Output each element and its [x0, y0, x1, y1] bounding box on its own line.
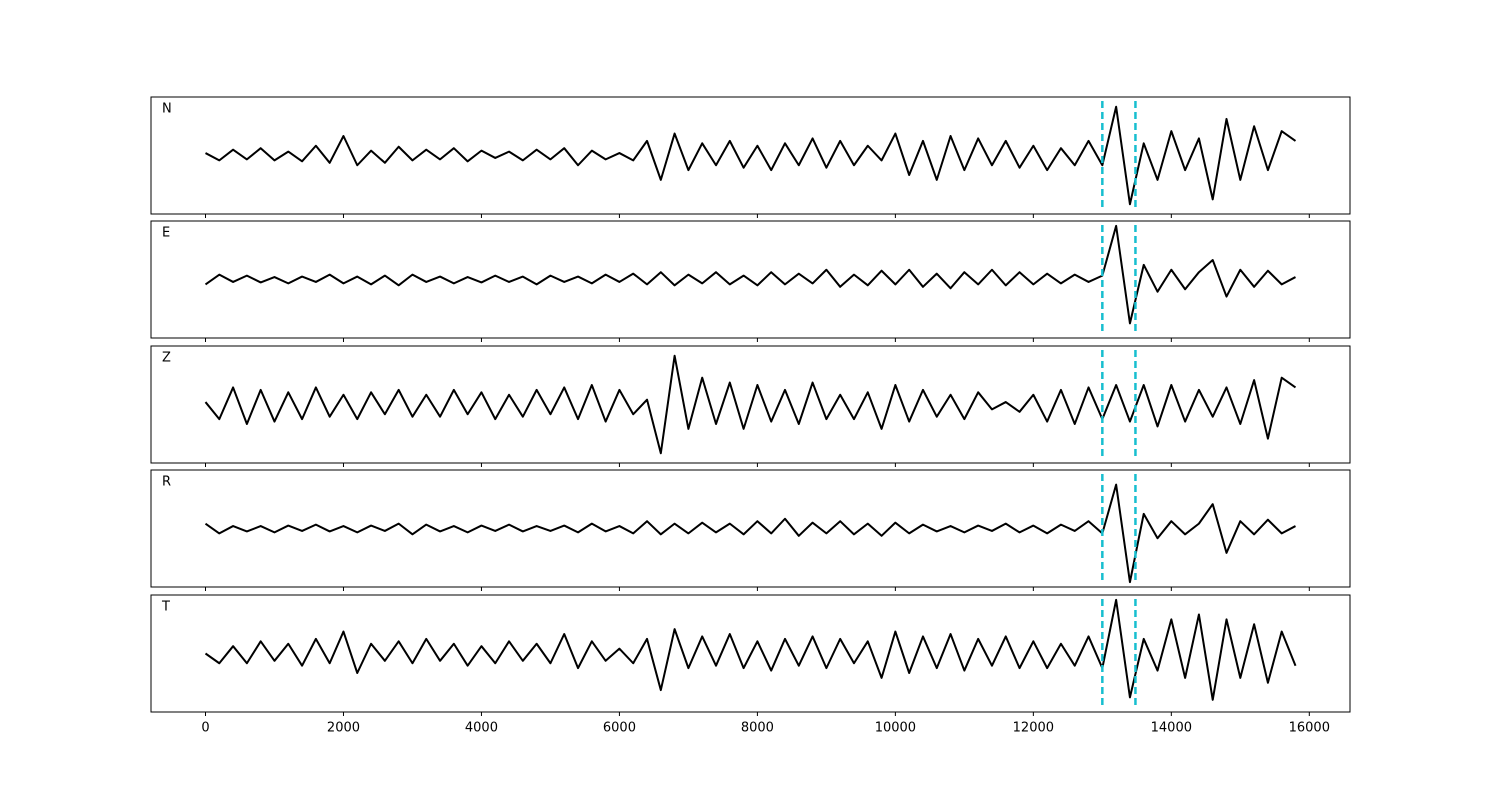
panel-label: R	[162, 475, 171, 490]
panel-label: Z	[162, 351, 171, 366]
trace	[204, 483, 1296, 584]
x-tick-label: 16000	[1289, 721, 1330, 736]
x-tick-label: 12000	[1013, 721, 1054, 736]
trace	[204, 224, 1296, 325]
panel-label: N	[162, 102, 172, 117]
x-tick-label: 2000	[327, 721, 360, 736]
panel-label: E	[162, 226, 170, 241]
x-tick-label: 10000	[875, 721, 916, 736]
trace	[205, 105, 1297, 206]
x-tick-label: 6000	[603, 721, 636, 736]
x-tick-label: 4000	[465, 721, 498, 736]
trace	[204, 354, 1297, 455]
x-tick-label: 0	[201, 721, 209, 736]
x-tick-label: 8000	[741, 721, 774, 736]
panel-label: T	[161, 600, 170, 615]
x-tick-label: 14000	[1151, 721, 1192, 736]
trace	[204, 598, 1297, 701]
